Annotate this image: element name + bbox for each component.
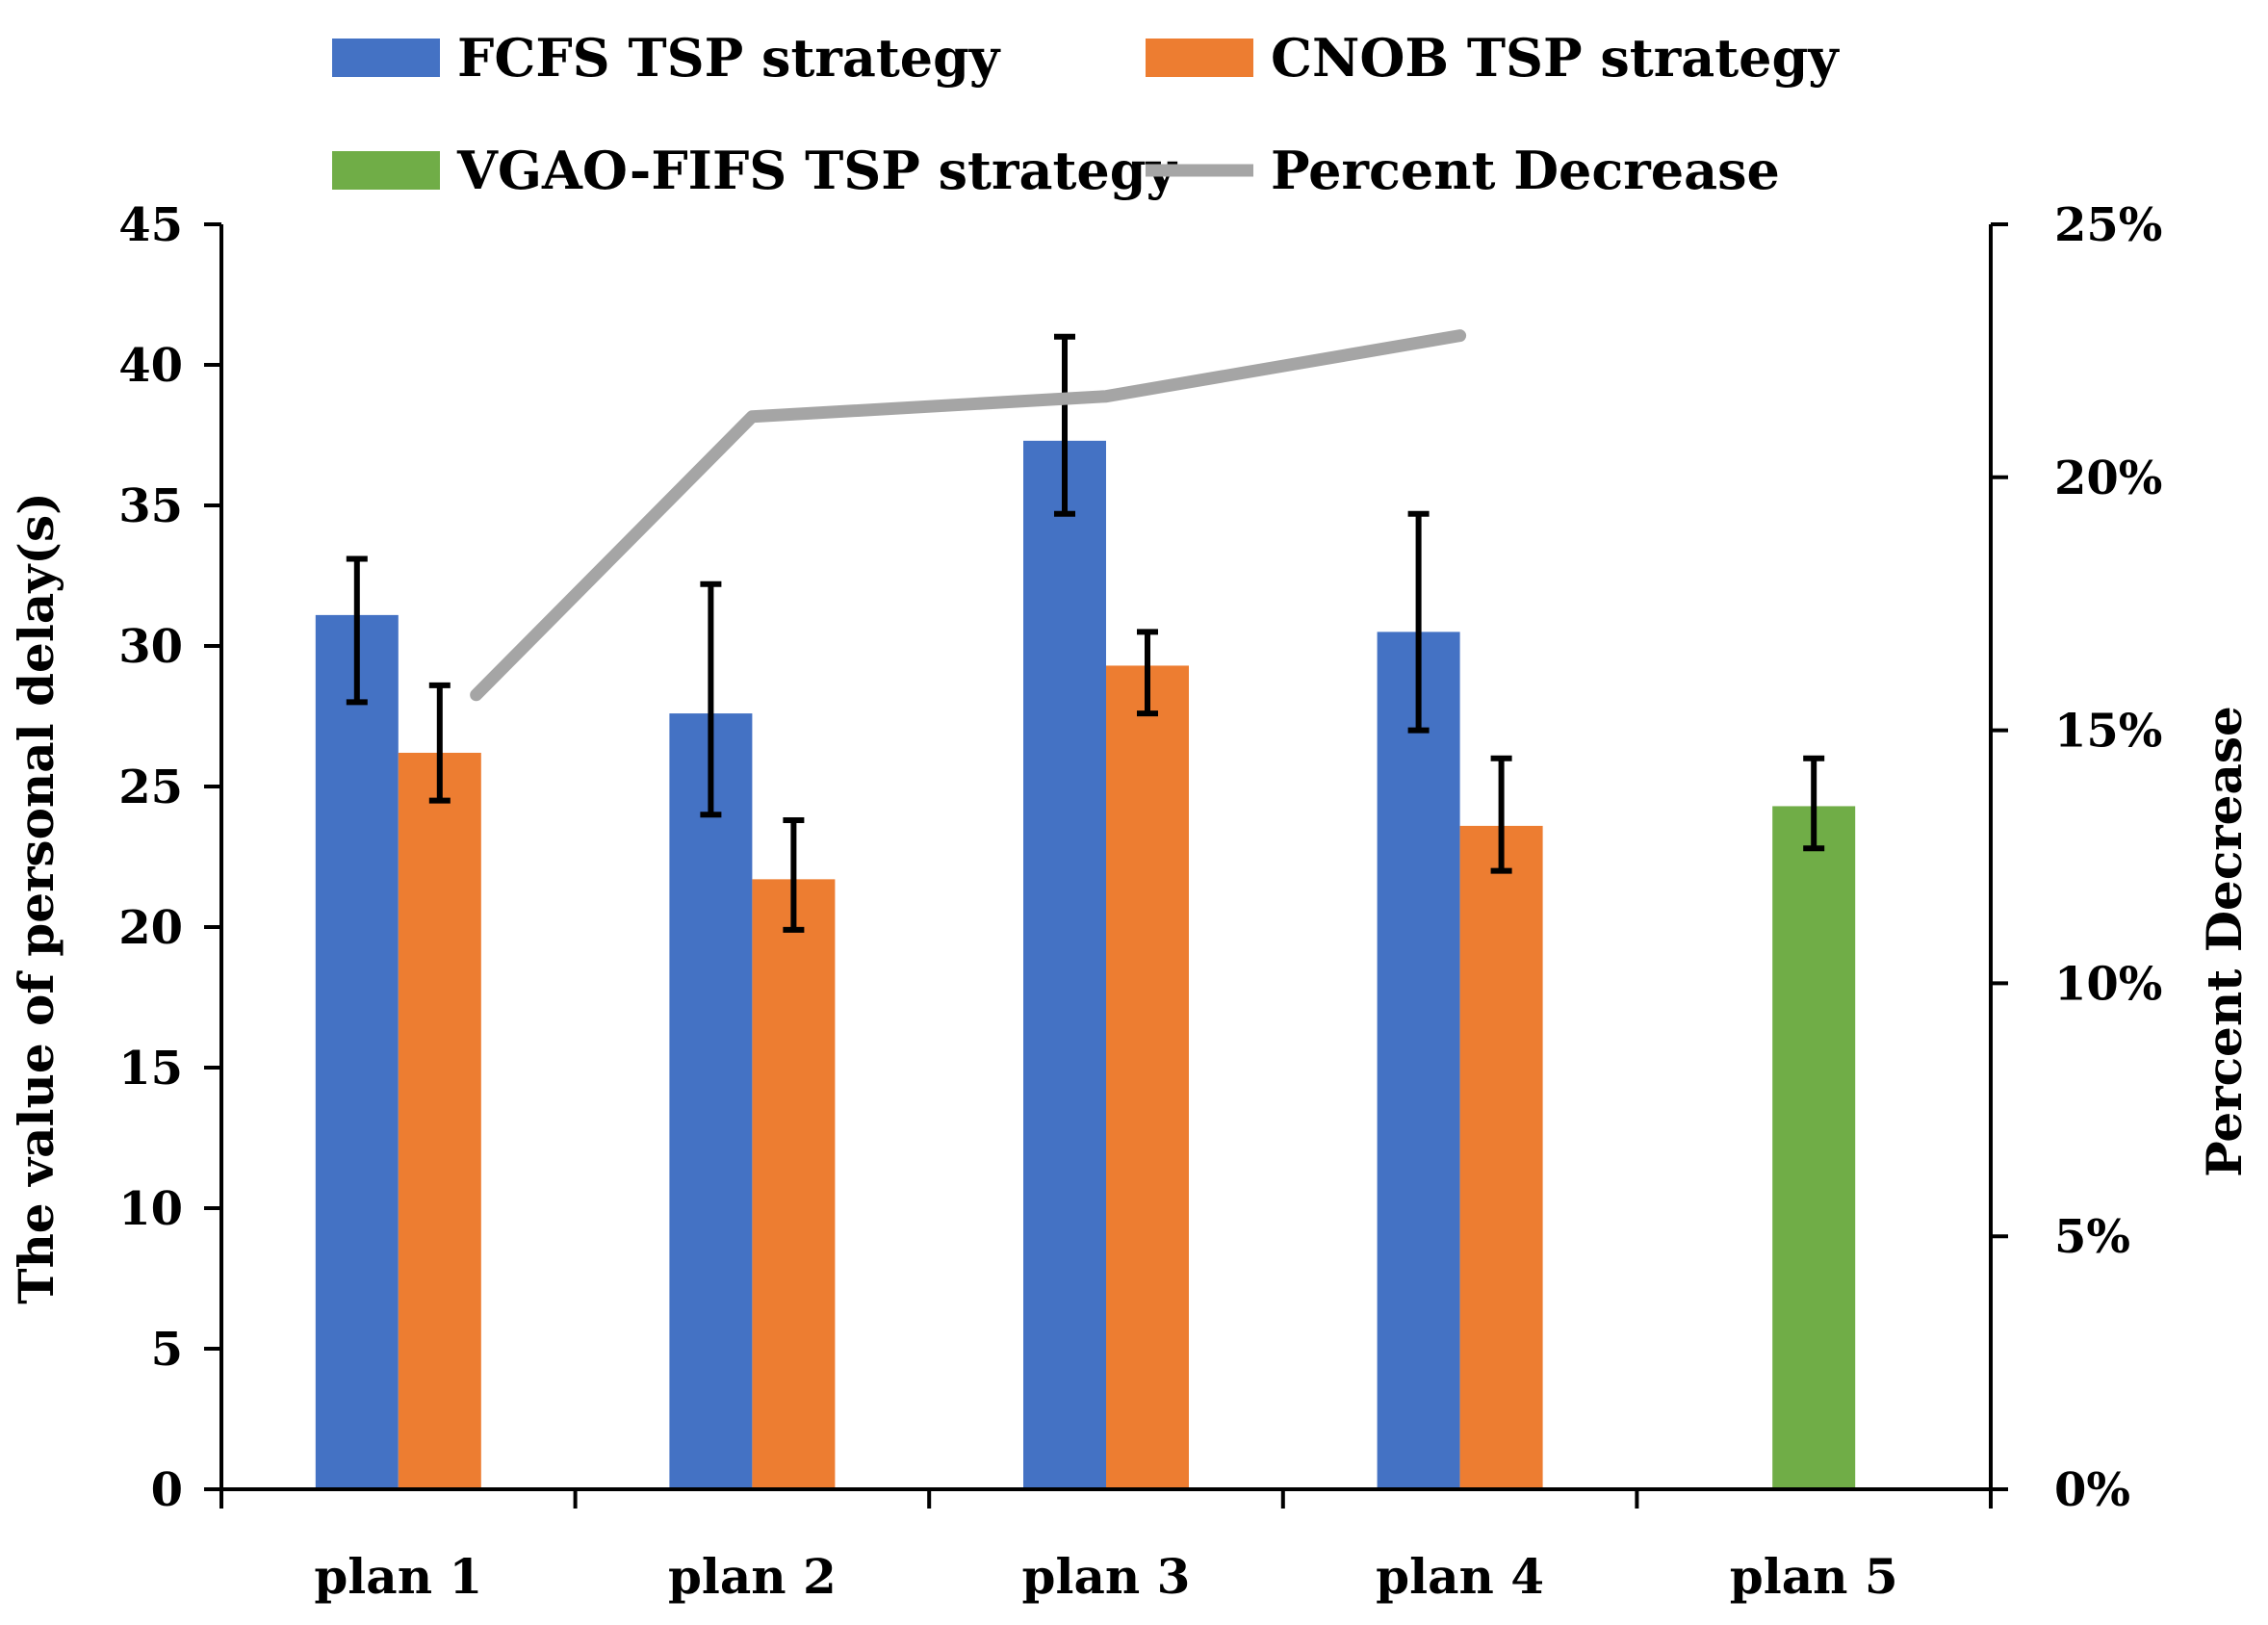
- bar-2-3: [1106, 665, 1189, 1489]
- x-tick-label-2: plan 2: [668, 1548, 837, 1605]
- legend-label-2: CNOB TSP strategy: [1271, 27, 1840, 89]
- x-tick-label-1: plan 1: [314, 1548, 482, 1605]
- y2-axis-title: Percent Decrease: [2196, 706, 2253, 1177]
- y-tick-label-30: 30: [118, 620, 183, 674]
- legend: FCFS TSP strategy CNOB TSP strategy VGAO-F…: [332, 27, 1840, 201]
- y2-tick-label-0: 0%: [2054, 1463, 2130, 1517]
- y-tick-label-20: 20: [118, 901, 183, 955]
- y-tick-label-0: 0: [151, 1463, 183, 1517]
- bar-1-1: [315, 614, 399, 1489]
- y-tick-label-15: 15: [118, 1042, 183, 1096]
- y2-tick-label-3: 15%: [2054, 705, 2162, 759]
- tick-labels: 0 5 10 15 20 25 30 35 40 45 0% 5% 10% 15% 20% 25% plan 1…: [118, 198, 2162, 1605]
- legend-swatch-1: [332, 39, 440, 77]
- y2-tick-label-5: 25%: [2054, 198, 2162, 252]
- y-tick-label-35: 35: [118, 479, 183, 533]
- y-tick-label-10: 10: [118, 1182, 183, 1236]
- axes: [204, 222, 2008, 1509]
- bars: [315, 440, 1856, 1490]
- legend-swatch-3: [332, 151, 440, 190]
- percent-decrease-line: [470, 329, 1467, 702]
- bar-2-4: [1459, 825, 1543, 1489]
- legend-label-3: VGAO-FIFS TSP strategy: [456, 140, 1178, 201]
- legend-label-1: FCFS TSP strategy: [457, 27, 1001, 89]
- x-tick-label-4: plan 4: [1376, 1548, 1544, 1605]
- y-axis-title: The value of personal delay(s): [8, 492, 64, 1304]
- legend-label-4: Percent Decrease: [1271, 140, 1780, 201]
- y2-tick-label-4: 20%: [2054, 451, 2162, 505]
- bar-1-2: [669, 713, 753, 1489]
- percent-decrease-line-group: [470, 329, 1467, 702]
- x-tick-label-3: plan 3: [1022, 1548, 1191, 1605]
- bar-1-4: [1377, 632, 1460, 1489]
- y2-tick-label-2: 10%: [2054, 957, 2162, 1011]
- y-tick-label-40: 40: [118, 339, 183, 393]
- error-bars: [346, 333, 1825, 933]
- legend-swatch-2: [1146, 39, 1253, 77]
- y-tick-label-5: 5: [151, 1323, 183, 1377]
- bar-3-5: [1772, 806, 1856, 1489]
- bar-2-2: [752, 879, 836, 1489]
- bar-1-3: [1023, 440, 1106, 1490]
- y2-tick-label-1: 5%: [2054, 1210, 2130, 1264]
- bar-2-1: [398, 752, 481, 1489]
- y-tick-label-25: 25: [118, 761, 183, 814]
- x-tick-label-5: plan 5: [1730, 1548, 1898, 1605]
- y-tick-label-45: 45: [118, 198, 183, 252]
